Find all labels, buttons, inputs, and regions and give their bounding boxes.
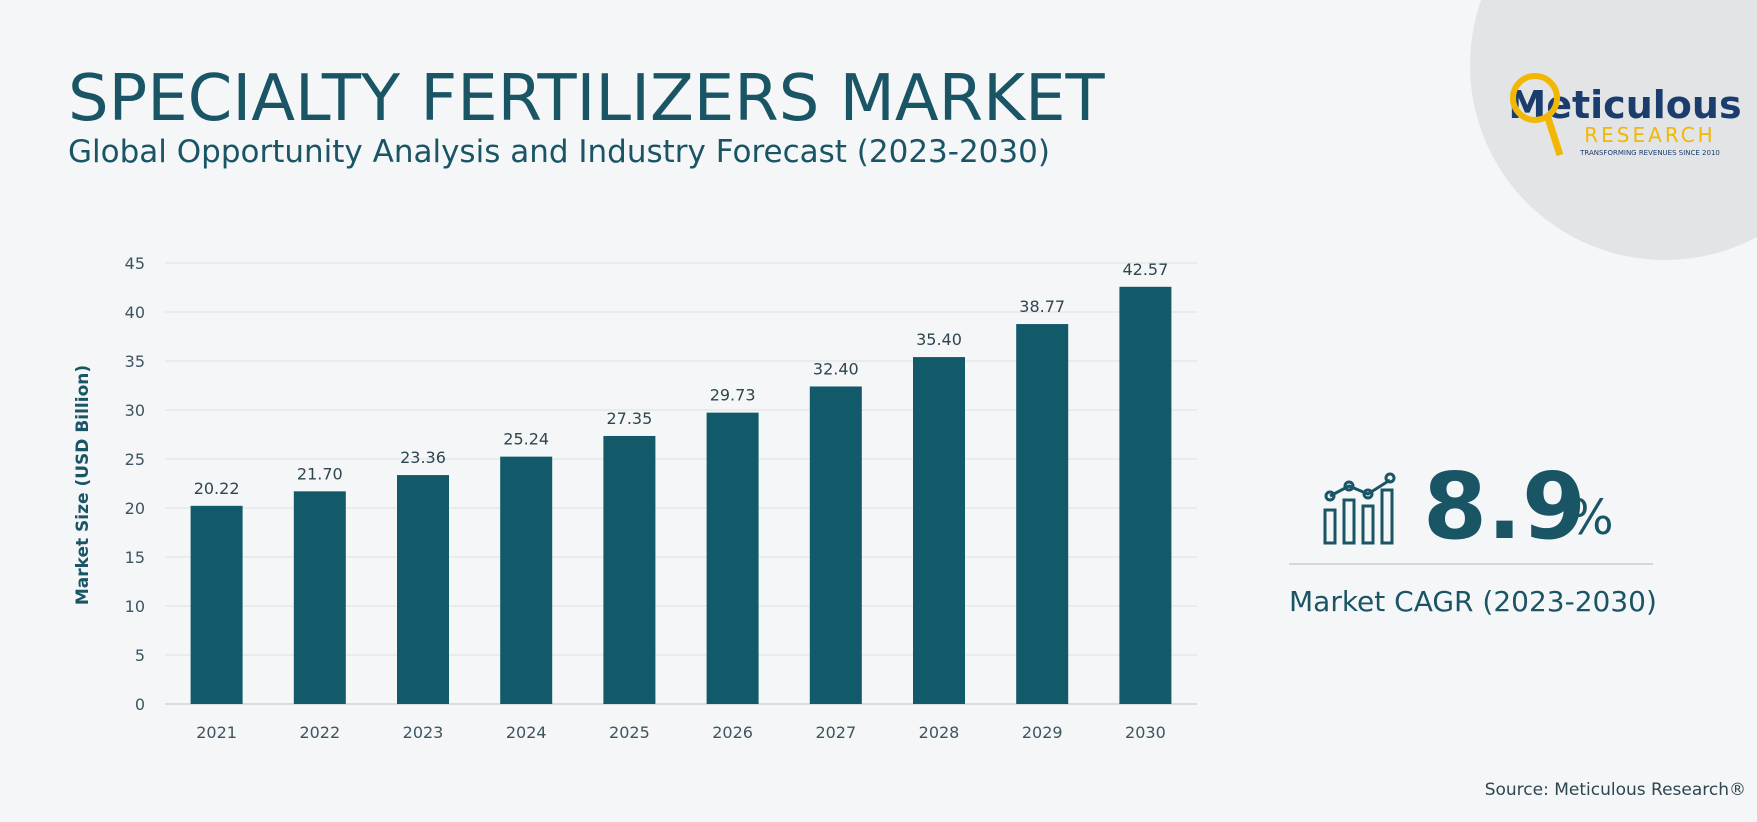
value-label: 32.40 <box>813 359 859 378</box>
y-tick-label: 15 <box>125 548 145 567</box>
value-label: 20.22 <box>194 479 240 498</box>
logo-lens <box>1510 73 1560 123</box>
x-tick-label: 2030 <box>1125 723 1166 742</box>
y-axis-label: Market Size (USD Billion) <box>73 365 93 605</box>
value-label: 35.40 <box>916 330 962 349</box>
chart-title: SPECIALTY FERTILIZERS MARKET <box>68 62 1106 136</box>
bar <box>1016 324 1069 704</box>
x-tick-label: 2026 <box>712 723 753 742</box>
value-label: 21.70 <box>297 464 343 483</box>
value-label: 27.35 <box>606 409 652 428</box>
value-label: 42.57 <box>1122 260 1168 279</box>
y-tick-label: 40 <box>125 303 145 322</box>
y-tick-label: 25 <box>125 450 145 469</box>
bar <box>500 456 553 704</box>
x-tick-label: 2029 <box>1022 723 1063 742</box>
y-tick-label: 5 <box>135 646 145 665</box>
value-label: 25.24 <box>503 430 549 449</box>
y-tick-label: 0 <box>135 695 145 714</box>
x-tick-label: 2022 <box>299 723 340 742</box>
cagr-value: 8.9 <box>1423 453 1586 560</box>
logo-handle <box>1544 116 1564 157</box>
x-tick-label: 2028 <box>919 723 960 742</box>
y-tick-label: 35 <box>125 352 145 371</box>
x-tick-label: 2021 <box>196 723 237 742</box>
bar <box>706 412 759 704</box>
value-label: 29.73 <box>710 386 756 405</box>
chart-subtitle: Global Opportunity Analysis and Industry… <box>68 134 1050 170</box>
y-tick-label: 30 <box>125 401 145 420</box>
x-tick-label: 2027 <box>815 723 856 742</box>
bar <box>1119 286 1172 704</box>
cagr-icon <box>1323 472 1396 545</box>
bar <box>603 435 656 704</box>
bar <box>190 505 243 704</box>
logo-backdrop <box>1470 0 1757 260</box>
x-tick-label: 2024 <box>506 723 547 742</box>
cagr-label: Market CAGR (2023-2030) <box>1289 585 1657 618</box>
source-note: Source: Meticulous Research® <box>1485 780 1746 800</box>
y-tick-label: 10 <box>125 597 145 616</box>
bar <box>293 491 346 704</box>
logo-sub: RESEARCH <box>1584 123 1715 147</box>
value-label: 38.77 <box>1019 297 1065 316</box>
bar <box>809 386 862 704</box>
y-tick-label: 45 <box>125 254 145 273</box>
bar <box>397 475 449 704</box>
x-tick-label: 2023 <box>403 723 444 742</box>
y-tick-label: 20 <box>125 499 145 518</box>
value-label: 23.36 <box>400 448 446 467</box>
x-tick-label: 2025 <box>609 723 650 742</box>
bar <box>913 357 965 704</box>
logo-tagline: TRANSFORMING REVENUES SINCE 2010 <box>1579 149 1720 157</box>
cagr-unit: % <box>1568 490 1614 546</box>
